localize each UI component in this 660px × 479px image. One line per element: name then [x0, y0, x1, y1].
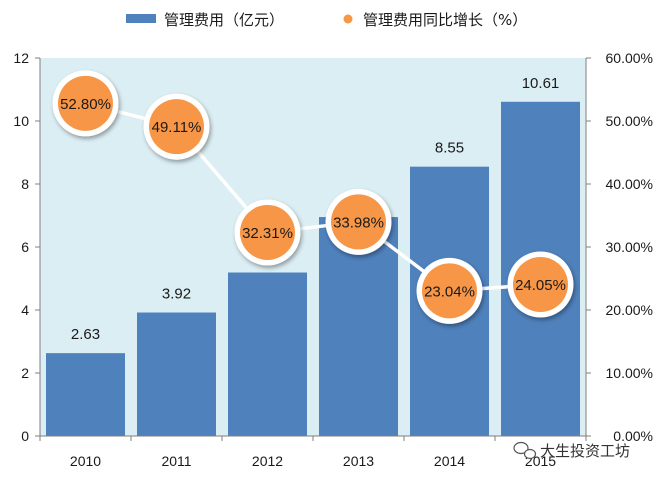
watermark: 大生投资工坊	[513, 441, 630, 460]
x-tick-label: 2014	[434, 453, 465, 469]
bar	[46, 353, 125, 436]
growth-point	[240, 204, 295, 260]
y-right-tick-label: 60.00%	[606, 50, 653, 66]
y-left-tick-label: 2	[21, 365, 29, 381]
x-tick-label: 2013	[343, 453, 374, 469]
y-left-tick-label: 0	[21, 428, 29, 444]
growth-point-label: 49.11%	[152, 119, 202, 136]
legend-bar-label: 管理费用（亿元）	[164, 11, 284, 29]
growth-point	[513, 256, 568, 312]
growth-point	[331, 194, 386, 250]
bar-value-label: 2.63	[71, 326, 100, 343]
growth-point-label: 33.98%	[333, 214, 384, 231]
bar	[228, 272, 307, 436]
y-left-tick-label: 12	[13, 50, 29, 66]
watermark-text: 大生投资工坊	[540, 442, 630, 460]
y-axis-right: 0.00% 10.00% 20.00% 30.00% 40.00% 50.00% 60.00…	[586, 50, 653, 444]
plot-area	[40, 58, 586, 436]
y-right-tick-label: 40.00%	[606, 176, 653, 192]
wechat-icon	[513, 441, 537, 460]
y-left-tick-label: 10	[13, 113, 29, 129]
y-left-tick-label: 4	[21, 302, 29, 318]
legend-bar-swatch	[126, 14, 156, 23]
growth-point-label: 52.80%	[60, 96, 111, 113]
growth-point-label: 23.04%	[424, 283, 475, 300]
legend: 管理费用（亿元） 管理费用同比增长（%）	[126, 11, 527, 29]
bar	[137, 312, 216, 436]
x-tick-label: 2011	[161, 453, 191, 469]
growth-point	[422, 263, 477, 319]
y-right-tick-label: 20.00%	[606, 302, 653, 318]
y-right-tick-label: 30.00%	[606, 239, 653, 255]
x-tick-label: 2010	[70, 453, 101, 469]
y-axis-left: 0 2 4 6 8 10 12	[13, 50, 40, 444]
legend-point-swatch	[343, 14, 353, 24]
growth-point-label: 32.31%	[242, 225, 293, 242]
y-right-tick-label: 50.00%	[606, 113, 653, 129]
growth-point-label: 24.05%	[515, 277, 566, 294]
x-tick-label: 2012	[252, 453, 283, 469]
x-axis: 2010 2011 2012 2013 2014 2015	[39, 436, 587, 469]
bar-value-label: 3.92	[162, 286, 191, 303]
bar-value-label: 10.61	[522, 75, 560, 92]
growth-series-points: 52.80% 49.11% 32.31% 33.98% 23.04% 24.05%	[52, 70, 574, 324]
bar-value-label: 8.55	[435, 140, 464, 157]
y-left-tick-label: 6	[21, 239, 29, 255]
legend-line-label: 管理费用同比增长（%）	[363, 11, 527, 29]
growth-point	[149, 99, 204, 155]
y-right-tick-label: 10.00%	[606, 365, 653, 381]
growth-point	[58, 75, 113, 131]
y-right-tick-label: 0.00%	[613, 428, 653, 444]
y-left-tick-label: 8	[21, 176, 29, 192]
